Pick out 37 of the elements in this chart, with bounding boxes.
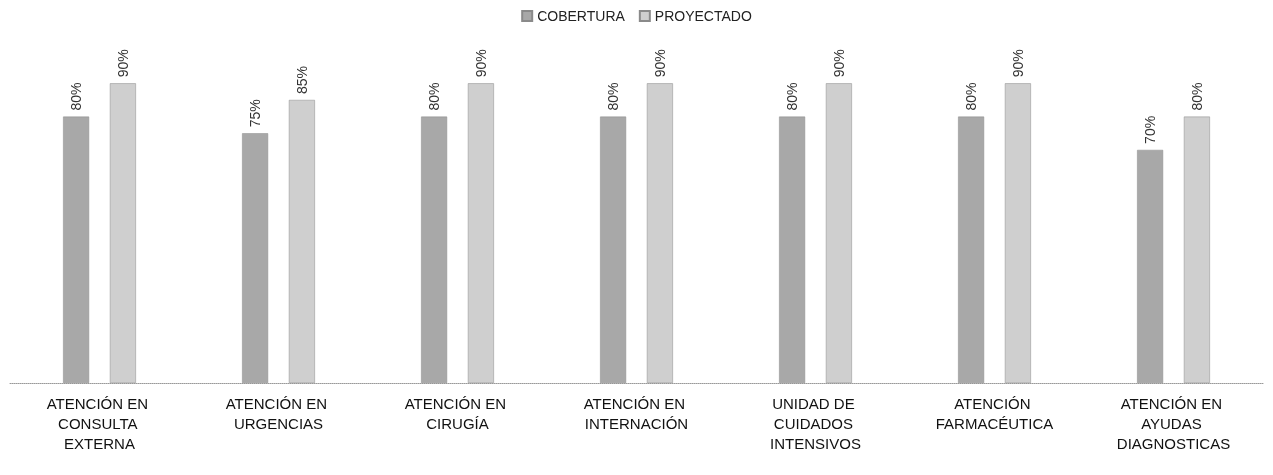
data-label: 90% (1009, 49, 1026, 78)
x-tick-label: UNIDAD DE CUIDADOS INTENSIVOS (770, 394, 861, 452)
bar (109, 83, 136, 383)
legend-label: PROYECTADO (654, 8, 752, 24)
bar (600, 116, 627, 383)
x-tick-label: ATENCIÓN EN CONSULTA EXTERNA (46, 394, 153, 452)
data-label: 90% (472, 49, 489, 78)
bar (467, 83, 494, 383)
bar (242, 133, 269, 383)
bar (779, 116, 806, 383)
bar (421, 116, 448, 383)
bar (63, 116, 90, 383)
x-tick-label: ATENCIÓN FARMACÉUTICA (935, 394, 1054, 432)
x-tick-label: ATENCIÓN EN AYUDAS DIAGNOSTICAS (1116, 394, 1231, 452)
data-label: 70% (1142, 115, 1159, 144)
bar (958, 116, 985, 383)
bar (1183, 116, 1210, 383)
data-label: 80% (426, 82, 443, 111)
x-tick-label: ATENCIÓN EN URGENCIAS (225, 394, 332, 432)
bar (825, 83, 852, 383)
data-label: 85% (293, 65, 310, 94)
legend-label: COBERTURA (537, 8, 626, 24)
data-label: 80% (68, 82, 85, 111)
x-tick-label: ATENCIÓN EN CIRUGÍA (404, 394, 511, 432)
data-label: 80% (605, 82, 622, 111)
bar (1137, 149, 1164, 383)
bar (288, 99, 315, 383)
data-label: 80% (784, 82, 801, 111)
x-tick-label: ATENCIÓN EN INTERNACIÓN (583, 394, 690, 432)
data-label: 75% (247, 99, 264, 128)
data-label: 80% (963, 82, 980, 111)
data-label: 90% (114, 49, 131, 78)
data-label: 90% (830, 49, 847, 78)
data-label: 90% (651, 49, 668, 78)
bar (646, 83, 673, 383)
data-label: 80% (1188, 82, 1205, 111)
bar (1004, 83, 1031, 383)
